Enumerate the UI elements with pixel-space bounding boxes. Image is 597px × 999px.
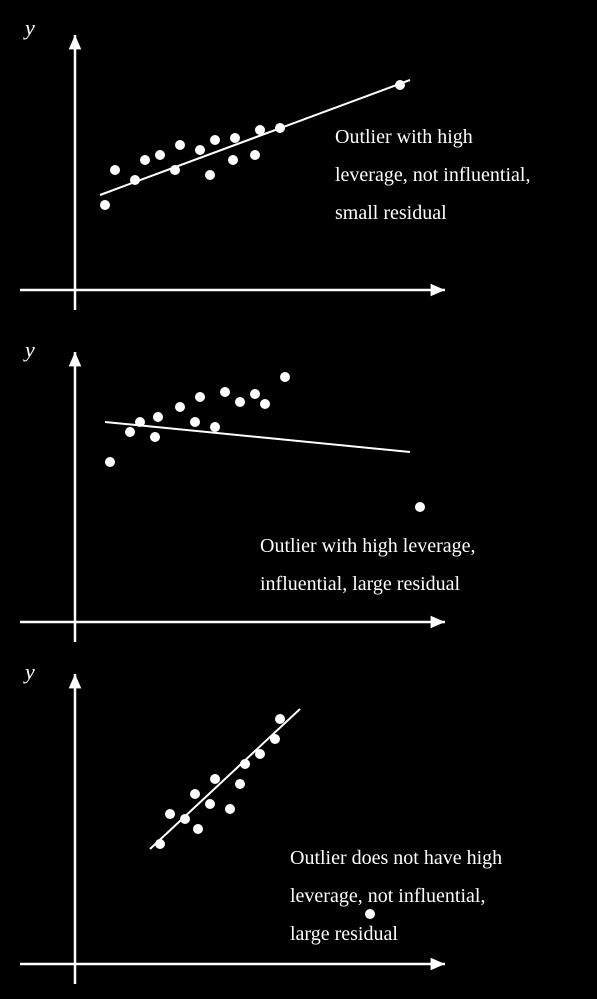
y-axis-label: y xyxy=(25,337,35,363)
chart-caption: Outlier with high leverage,influential, … xyxy=(260,527,476,603)
chart-panel: y Outlier with high leverage,influential,… xyxy=(0,322,597,644)
chart-panel: y Outlier does not have highleverage, not… xyxy=(0,644,597,999)
chart-panel: y Outlier with highleverage, not influent… xyxy=(0,0,597,320)
y-axis-label: y xyxy=(25,15,35,41)
chart-caption: Outlier with highleverage, not influenti… xyxy=(335,118,530,232)
y-axis-label: y xyxy=(25,659,35,685)
chart-caption: Outlier does not have highleverage, not … xyxy=(290,839,502,953)
